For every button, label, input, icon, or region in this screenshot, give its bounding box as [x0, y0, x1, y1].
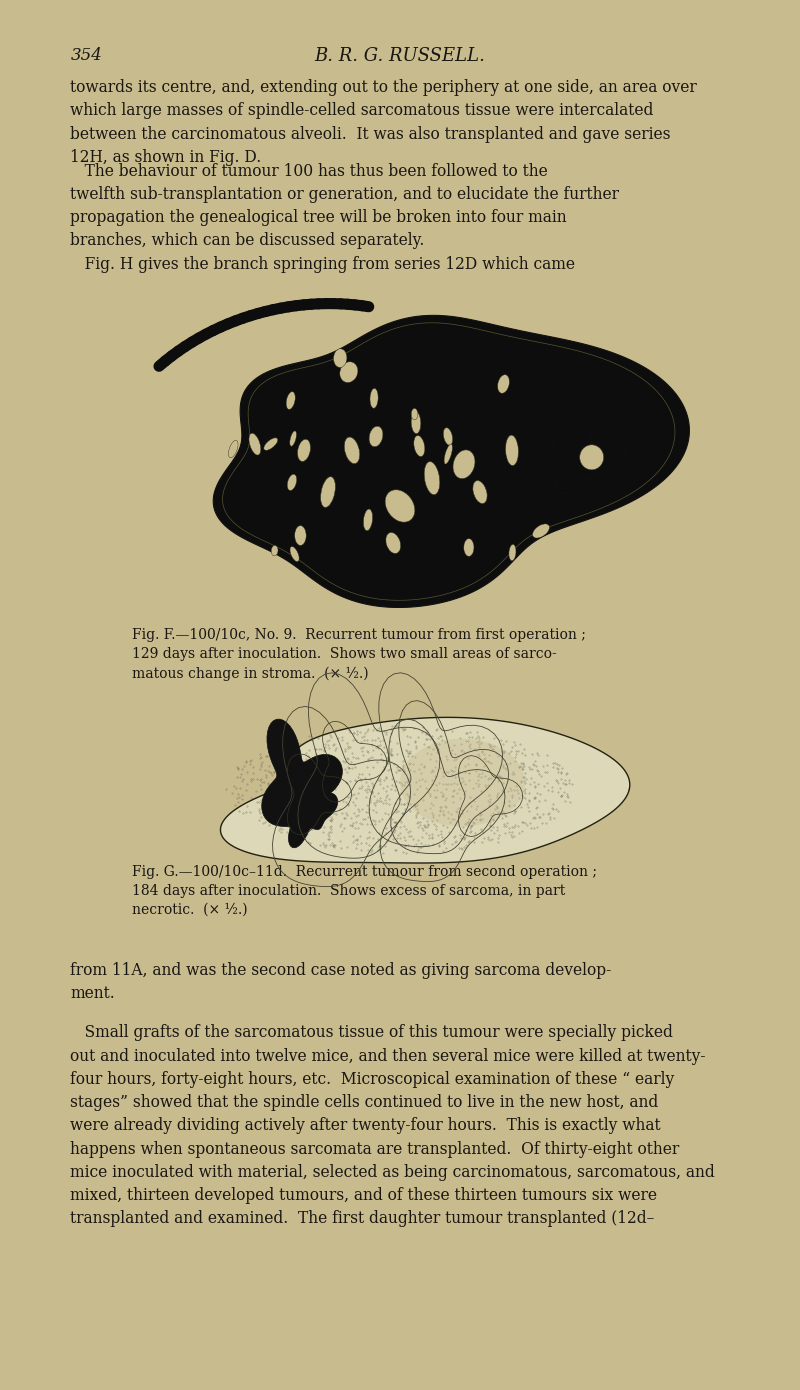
- Ellipse shape: [290, 546, 299, 562]
- Ellipse shape: [506, 435, 518, 466]
- Polygon shape: [221, 717, 630, 863]
- Ellipse shape: [369, 427, 383, 446]
- Ellipse shape: [443, 428, 453, 445]
- Text: towards its centre, and, extending out to the periphery at one side, an area ove: towards its centre, and, extending out t…: [70, 79, 697, 165]
- Ellipse shape: [509, 545, 516, 560]
- Ellipse shape: [321, 477, 335, 507]
- Ellipse shape: [424, 461, 440, 495]
- Polygon shape: [289, 771, 338, 848]
- Polygon shape: [214, 316, 690, 607]
- Ellipse shape: [344, 436, 360, 464]
- Ellipse shape: [271, 545, 278, 556]
- Ellipse shape: [370, 388, 378, 409]
- Text: Fig. G.—100/10c–11d.  Recurrent tumour from second operation ;
184 days after in: Fig. G.—100/10c–11d. Recurrent tumour fr…: [132, 865, 597, 916]
- Ellipse shape: [229, 441, 238, 457]
- Text: 354: 354: [70, 47, 102, 64]
- Polygon shape: [553, 421, 626, 493]
- Ellipse shape: [464, 538, 474, 556]
- Ellipse shape: [386, 532, 401, 553]
- Ellipse shape: [340, 361, 358, 382]
- Ellipse shape: [294, 525, 306, 545]
- Polygon shape: [262, 719, 342, 827]
- Ellipse shape: [411, 409, 418, 420]
- Ellipse shape: [411, 411, 421, 434]
- Ellipse shape: [498, 375, 510, 393]
- Text: The behaviour of tumour 100 has thus been followed to the
twelfth sub-transplant: The behaviour of tumour 100 has thus bee…: [70, 163, 619, 272]
- Ellipse shape: [444, 443, 453, 464]
- Ellipse shape: [298, 439, 310, 461]
- Ellipse shape: [400, 738, 525, 827]
- Ellipse shape: [249, 434, 261, 455]
- Ellipse shape: [334, 349, 347, 367]
- Ellipse shape: [533, 524, 550, 538]
- Ellipse shape: [453, 450, 475, 478]
- Ellipse shape: [363, 509, 373, 531]
- Ellipse shape: [290, 431, 297, 446]
- Ellipse shape: [473, 481, 487, 503]
- Text: Fig. F.—100/10c, No. 9.  Recurrent tumour from first operation ;
129 days after : Fig. F.—100/10c, No. 9. Recurrent tumour…: [132, 628, 586, 681]
- Text: B. R. G. RUSSELL.: B. R. G. RUSSELL.: [314, 47, 486, 65]
- Ellipse shape: [414, 435, 425, 456]
- Ellipse shape: [264, 438, 278, 450]
- Ellipse shape: [287, 474, 297, 491]
- Ellipse shape: [286, 392, 295, 410]
- Text: from 11A, and was the second case noted as giving sarcoma develop-
ment.: from 11A, and was the second case noted …: [70, 962, 612, 1002]
- Ellipse shape: [580, 445, 604, 470]
- Text: Small grafts of the sarcomatous tissue of this tumour were specially picked
out : Small grafts of the sarcomatous tissue o…: [70, 1024, 715, 1227]
- Ellipse shape: [385, 489, 415, 523]
